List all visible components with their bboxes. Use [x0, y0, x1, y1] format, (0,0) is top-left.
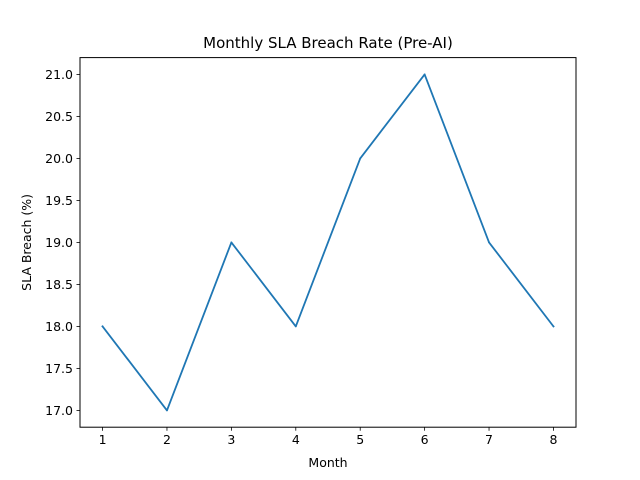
x-tick-label: 1 — [99, 432, 107, 447]
y-axis-label: SLA Breach (%) — [19, 194, 34, 291]
data-point — [359, 157, 362, 160]
y-tick-label: 18.5 — [45, 277, 73, 292]
plot-frame — [79, 57, 577, 428]
y-tick-label: 17.5 — [45, 361, 73, 376]
x-tick-label: 6 — [421, 432, 429, 447]
y-tick-label: 19.0 — [45, 235, 73, 250]
y-tick-label: 20.0 — [45, 151, 73, 166]
data-point — [294, 325, 297, 328]
data-point — [101, 325, 104, 328]
data-point — [230, 241, 233, 244]
series-line-0 — [101, 73, 555, 412]
y-tick-label: 17.0 — [45, 403, 73, 418]
y-tick-label: 19.5 — [45, 193, 73, 208]
ticks-layer: 1 2 3 4 5 6 7 8 17.0 17.5 18.0 18.5 19.0 19.5 20.0 20.5… — [45, 67, 557, 447]
x-axis-label: Month — [308, 455, 347, 470]
x-tick-label: 5 — [356, 432, 364, 447]
series-layer — [101, 73, 555, 412]
x-tick-label: 8 — [549, 432, 557, 447]
data-point — [166, 409, 168, 412]
y-tick-label: 18.0 — [45, 319, 73, 334]
data-point — [552, 325, 555, 328]
x-tick-label: 7 — [485, 432, 493, 447]
x-tick-label: 4 — [292, 432, 300, 447]
data-point — [423, 73, 426, 76]
x-tick-label: 3 — [227, 432, 235, 447]
y-tick-label: 21.0 — [45, 67, 73, 82]
y-tick-label: 20.5 — [45, 109, 73, 124]
data-point — [488, 241, 490, 244]
chart-title: Monthly SLA Breach Rate (Pre-AI) — [203, 34, 453, 52]
x-tick-label: 2 — [163, 432, 171, 447]
